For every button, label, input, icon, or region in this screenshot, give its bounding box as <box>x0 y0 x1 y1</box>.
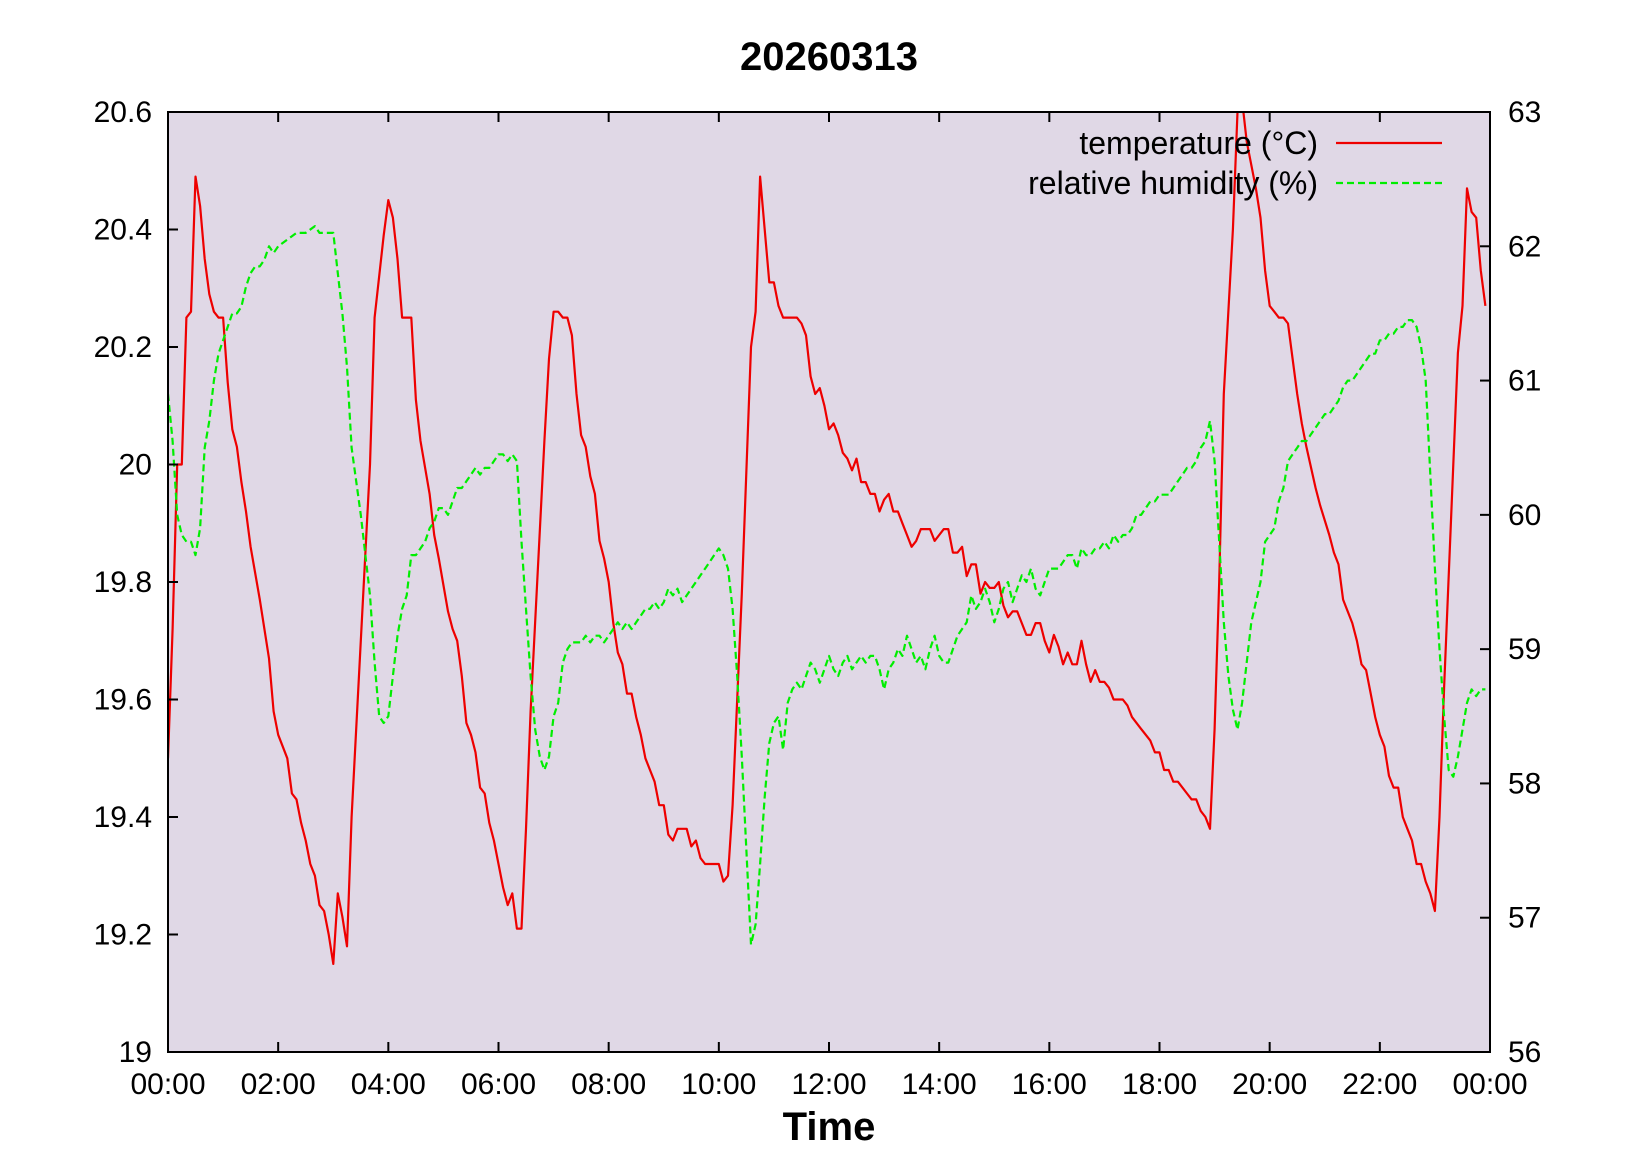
chart-title: 20260313 <box>740 35 918 79</box>
y-tick-label: 20.4 <box>94 214 152 247</box>
y2-tick-label: 60 <box>1508 499 1541 532</box>
x-tick-label: 06:00 <box>461 1068 536 1101</box>
x-tick-label: 00:00 <box>1452 1068 1527 1101</box>
y-tick-label: 19.6 <box>94 684 152 717</box>
legend-label: relative humidity (%) <box>1028 165 1318 201</box>
y2-tick-label: 62 <box>1508 230 1541 263</box>
temperature-series-line <box>168 112 1487 966</box>
y-tick-label: 19.4 <box>94 801 152 834</box>
y2-tick-label: 57 <box>1508 902 1541 935</box>
x-tick-label: 20:00 <box>1232 1068 1307 1101</box>
y-tick-label: 20.2 <box>94 331 152 364</box>
plot-area <box>168 112 1490 1052</box>
x-tick-label: 22:00 <box>1342 1068 1417 1101</box>
humidity-series-line <box>168 225 1486 946</box>
x-tick-label: 00:00 <box>130 1068 205 1101</box>
x-tick-label: 04:00 <box>351 1068 426 1101</box>
y2-tick-label: 61 <box>1508 365 1541 398</box>
y-tick-label: 20 <box>119 449 152 482</box>
x-tick-label: 02:00 <box>241 1068 316 1101</box>
x-tick-label: 12:00 <box>791 1068 866 1101</box>
x-tick-label: 10:00 <box>681 1068 756 1101</box>
y2-tick-label: 59 <box>1508 633 1541 666</box>
y2-tick-label: 56 <box>1508 1036 1541 1069</box>
ticks-layer: 00:00 02:00 04:00 06:00 08:00 10:00 12:00 14:00… <box>94 96 1542 1101</box>
x-tick-label: 18:00 <box>1122 1068 1197 1101</box>
series-layer <box>168 112 1487 966</box>
x-tick-label: 14:00 <box>902 1068 977 1101</box>
y-tick-label: 20.6 <box>94 96 152 129</box>
x-tick-label: 08:00 <box>571 1068 646 1101</box>
x-axis-label: Time <box>783 1105 876 1149</box>
y-tick-label: 19 <box>119 1036 152 1069</box>
y-tick-label: 19.2 <box>94 919 152 952</box>
y2-tick-label: 63 <box>1508 96 1541 129</box>
legend-label: temperature (°C) <box>1079 125 1318 161</box>
y2-tick-label: 58 <box>1508 767 1541 800</box>
y-tick-label: 19.8 <box>94 566 152 599</box>
x-tick-label: 16:00 <box>1012 1068 1087 1101</box>
legend: temperature (°C) relative humidity (%) <box>1028 125 1442 201</box>
